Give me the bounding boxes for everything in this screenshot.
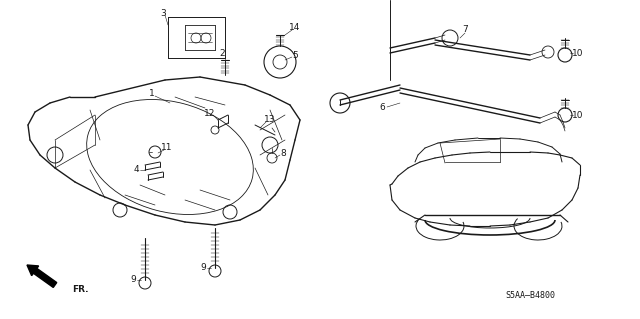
FancyArrow shape — [27, 265, 57, 287]
Text: 12: 12 — [204, 108, 216, 117]
Text: 10: 10 — [572, 48, 584, 57]
Text: 1: 1 — [149, 88, 155, 98]
Text: FR.: FR. — [72, 286, 88, 294]
Text: 5: 5 — [292, 50, 298, 60]
Text: 10: 10 — [572, 110, 584, 120]
Text: 14: 14 — [289, 24, 301, 33]
Text: 7: 7 — [462, 26, 468, 34]
Text: 3: 3 — [160, 9, 166, 18]
Text: S5AA–B4800: S5AA–B4800 — [505, 291, 555, 300]
Text: 6: 6 — [379, 102, 385, 112]
Text: 11: 11 — [161, 144, 173, 152]
Text: 2: 2 — [219, 48, 225, 57]
Text: 8: 8 — [280, 149, 286, 158]
Text: 9: 9 — [200, 263, 206, 272]
Text: 13: 13 — [264, 115, 276, 124]
Text: 4: 4 — [133, 166, 139, 174]
Text: 9: 9 — [130, 276, 136, 285]
